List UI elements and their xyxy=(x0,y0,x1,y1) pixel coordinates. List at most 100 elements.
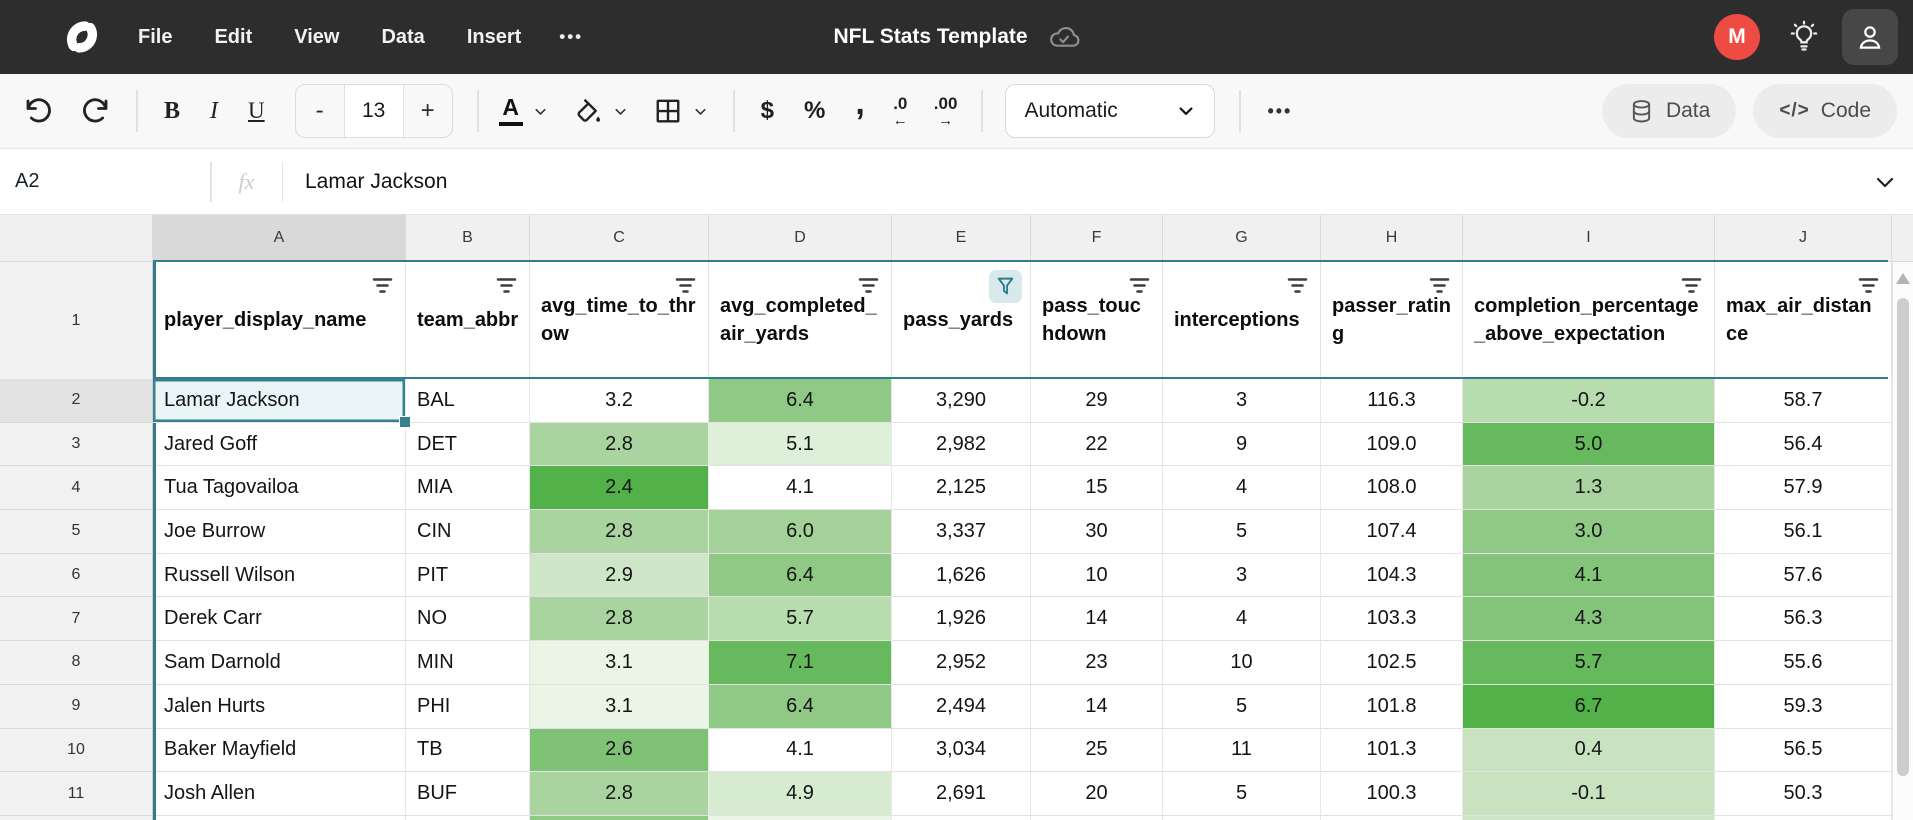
cell-A3[interactable]: Jared Goff xyxy=(153,422,406,467)
cell-B7[interactable]: NO xyxy=(406,597,530,642)
cell-G9[interactable]: 5 xyxy=(1163,684,1321,729)
row-number-2[interactable]: 2 xyxy=(0,379,153,423)
cell-F6[interactable]: 10 xyxy=(1031,553,1163,598)
cell-A7[interactable]: Derek Carr xyxy=(153,597,406,642)
cell-H5[interactable]: 107.4 xyxy=(1321,510,1463,554)
toolbar-more-button[interactable]: ••• xyxy=(1267,100,1293,121)
increase-decimals-button[interactable]: .00 → xyxy=(933,93,958,129)
cell-C9[interactable]: 3.1 xyxy=(530,684,709,729)
column-header-passer_rating[interactable]: passer_rating xyxy=(1321,262,1463,379)
cell-G8[interactable]: 10 xyxy=(1163,641,1321,685)
cell-B10[interactable]: TB xyxy=(406,728,530,773)
filter-icon[interactable] xyxy=(857,275,880,303)
cell-G5[interactable]: 5 xyxy=(1163,510,1321,554)
cell-J10[interactable]: 56.5 xyxy=(1715,728,1892,773)
currency-format-button[interactable]: $ xyxy=(760,97,774,124)
vertical-scrollbar[interactable] xyxy=(1892,262,1913,820)
cell-A8[interactable]: Sam Darnold xyxy=(153,641,406,685)
cell-C6[interactable]: 2.9 xyxy=(530,553,709,598)
column-letter-C[interactable]: C xyxy=(530,215,709,262)
cell-D4[interactable]: 4.1 xyxy=(709,466,892,511)
cell-H6[interactable]: 104.3 xyxy=(1321,553,1463,598)
more-menu-button[interactable]: ••• xyxy=(559,27,584,46)
cell-A9[interactable]: Jalen Hurts xyxy=(153,684,406,729)
cell-H10[interactable]: 101.3 xyxy=(1321,728,1463,773)
column-header-interceptions[interactable]: interceptions xyxy=(1163,262,1321,379)
filter-icon[interactable] xyxy=(495,275,518,303)
row-number-3[interactable]: 3 xyxy=(0,422,153,467)
column-header-pass_yards[interactable]: pass_yards xyxy=(892,262,1031,379)
filter-icon[interactable] xyxy=(1128,275,1151,303)
cell-I8[interactable]: 5.7 xyxy=(1463,641,1715,685)
cell-C11[interactable]: 2.8 xyxy=(530,772,709,816)
font-size-increase-button[interactable]: + xyxy=(420,97,435,124)
filter-icon[interactable] xyxy=(674,275,697,303)
cell-J11[interactable]: 50.3 xyxy=(1715,772,1892,816)
column-header-completion_percentage_above_expectation[interactable]: completion_percentage_above_expectation xyxy=(1463,262,1715,379)
fill-color-dropdown-chevron-icon[interactable] xyxy=(612,103,629,120)
menu-data[interactable]: Data xyxy=(381,25,425,48)
bold-button[interactable]: B xyxy=(164,97,181,124)
column-letter-G[interactable]: G xyxy=(1163,215,1321,262)
cell-D8[interactable]: 7.1 xyxy=(709,641,892,685)
filter-icon[interactable] xyxy=(371,275,394,303)
column-header-avg_completed_air_yards[interactable]: avg_completed_air_yards xyxy=(709,262,892,379)
doc-title[interactable]: NFL Stats Template xyxy=(833,25,1028,48)
tips-lightbulb-icon[interactable] xyxy=(1782,15,1826,59)
column-letter-H[interactable]: H xyxy=(1321,215,1463,262)
cell-I10[interactable]: 0.4 xyxy=(1463,728,1715,773)
cell-F8[interactable]: 23 xyxy=(1031,641,1163,685)
cell-E6[interactable]: 1,626 xyxy=(892,553,1031,598)
scrollbar-thumb[interactable] xyxy=(1897,298,1909,776)
cell-F5[interactable]: 30 xyxy=(1031,510,1163,554)
cell-I3[interactable]: 5.0 xyxy=(1463,422,1715,467)
cell-F9[interactable]: 14 xyxy=(1031,684,1163,729)
column-letter-F[interactable]: F xyxy=(1031,215,1163,262)
column-header-avg_time_to_throw[interactable]: avg_time_to_throw xyxy=(530,262,709,379)
code-panel-button[interactable]: </> Code xyxy=(1753,84,1897,138)
menu-view[interactable]: View xyxy=(294,25,340,48)
cell-I11[interactable]: -0.1 xyxy=(1463,772,1715,816)
cell-B4[interactable]: MIA xyxy=(406,466,530,511)
menu-insert[interactable]: Insert xyxy=(466,25,522,48)
app-logo-icon[interactable] xyxy=(62,17,102,57)
row-number-7[interactable]: 7 xyxy=(0,597,153,642)
cell-C4[interactable]: 2.4 xyxy=(530,466,709,511)
cell-G3[interactable]: 9 xyxy=(1163,422,1321,467)
formula-bar-expand-chevron-icon[interactable] xyxy=(1873,170,1897,194)
cell-B11[interactable]: BUF xyxy=(406,772,530,816)
cell-D10[interactable]: 4.1 xyxy=(709,728,892,773)
fill-color-button[interactable] xyxy=(573,96,603,126)
cell-E8[interactable]: 2,952 xyxy=(892,641,1031,685)
row-number-1[interactable]: 1 xyxy=(0,262,153,379)
cell-E10[interactable]: 3,034 xyxy=(892,728,1031,773)
cell-E3[interactable]: 2,982 xyxy=(892,422,1031,467)
cell-C7[interactable]: 2.8 xyxy=(530,597,709,642)
cell-H7[interactable]: 103.3 xyxy=(1321,597,1463,642)
cell-B3[interactable]: DET xyxy=(406,422,530,467)
font-size-value[interactable]: 13 xyxy=(343,85,404,137)
underline-button[interactable]: U xyxy=(248,98,265,123)
comma-format-button[interactable]: , xyxy=(855,84,865,123)
column-letter-J[interactable]: J xyxy=(1715,215,1892,262)
selection-fill-handle[interactable] xyxy=(399,415,411,428)
column-header-max_air_distance[interactable]: max_air_distance xyxy=(1715,262,1892,379)
avatar[interactable]: M xyxy=(1714,14,1760,60)
cell-F2[interactable]: 29 xyxy=(1031,379,1163,423)
text-color-button[interactable]: A xyxy=(498,96,523,126)
cell-J8[interactable]: 55.6 xyxy=(1715,641,1892,685)
cell-J6[interactable]: 57.6 xyxy=(1715,553,1892,598)
cell-G11[interactable]: 5 xyxy=(1163,772,1321,816)
text-color-dropdown-chevron-icon[interactable] xyxy=(532,103,549,120)
column-letter-E[interactable]: E xyxy=(892,215,1031,262)
cell-D5[interactable]: 6.0 xyxy=(709,510,892,554)
cell-C5[interactable]: 2.8 xyxy=(530,510,709,554)
cell-J5[interactable]: 56.1 xyxy=(1715,510,1892,554)
cell-C8[interactable]: 3.1 xyxy=(530,641,709,685)
data-panel-button[interactable]: Data xyxy=(1601,84,1737,138)
cell-A5[interactable]: Joe Burrow xyxy=(153,510,406,554)
cell-C10[interactable]: 2.6 xyxy=(530,728,709,773)
cell-C3[interactable]: 2.8 xyxy=(530,422,709,467)
cell-G4[interactable]: 4 xyxy=(1163,466,1321,511)
cell-D11[interactable]: 4.9 xyxy=(709,772,892,816)
